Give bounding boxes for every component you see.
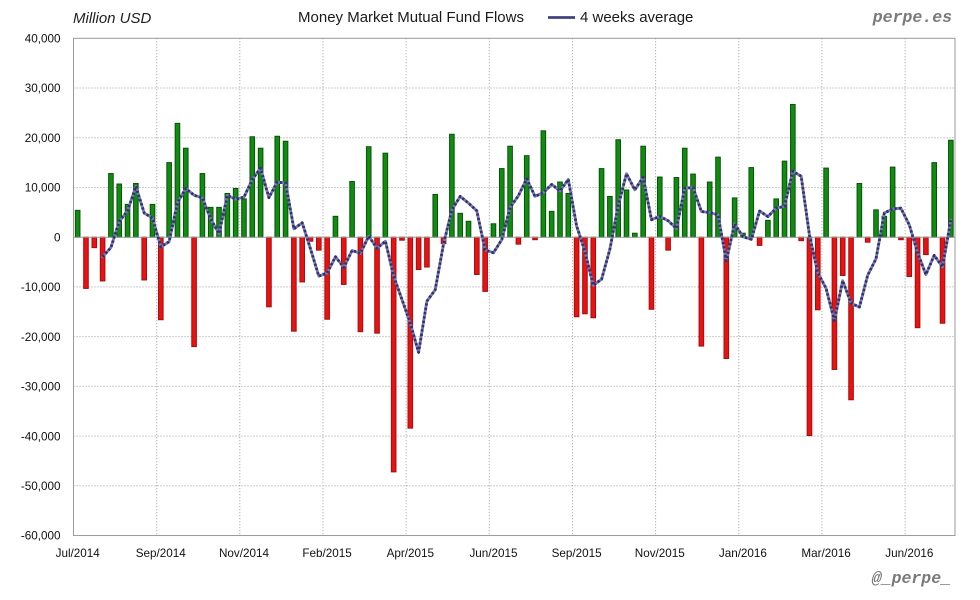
svg-text:-10,000: -10,000 bbox=[21, 281, 61, 294]
svg-text:Nov/2014: Nov/2014 bbox=[219, 547, 270, 560]
svg-text:-20,000: -20,000 bbox=[21, 331, 61, 344]
svg-text:Jul/2014: Jul/2014 bbox=[56, 547, 101, 560]
svg-text:30,000: 30,000 bbox=[25, 82, 61, 95]
svg-text:@_perpe_: @_perpe_ bbox=[872, 569, 951, 588]
svg-text:Sep/2015: Sep/2015 bbox=[552, 547, 603, 560]
svg-text:40,000: 40,000 bbox=[25, 33, 61, 46]
svg-text:4 weeks average: 4 weeks average bbox=[580, 9, 693, 26]
svg-text:Million USD: Million USD bbox=[73, 10, 152, 27]
svg-text:Mar/2016: Mar/2016 bbox=[801, 547, 850, 560]
svg-text:perpe.es: perpe.es bbox=[872, 8, 952, 27]
svg-text:-60,000: -60,000 bbox=[21, 530, 61, 543]
svg-text:-40,000: -40,000 bbox=[21, 430, 61, 443]
svg-text:Sep/2014: Sep/2014 bbox=[136, 547, 187, 560]
svg-text:Money Market Mutual Fund Flows: Money Market Mutual Fund Flows bbox=[298, 9, 524, 26]
svg-text:Jun/2016: Jun/2016 bbox=[885, 547, 933, 560]
svg-text:Nov/2015: Nov/2015 bbox=[635, 547, 686, 560]
svg-text:Apr/2015: Apr/2015 bbox=[387, 547, 435, 560]
svg-text:Jun/2015: Jun/2015 bbox=[469, 547, 518, 560]
svg-text:-30,000: -30,000 bbox=[21, 381, 61, 394]
svg-text:Feb/2015: Feb/2015 bbox=[302, 547, 352, 560]
svg-text:0: 0 bbox=[54, 231, 61, 244]
svg-text:-50,000: -50,000 bbox=[21, 480, 61, 493]
svg-text:10,000: 10,000 bbox=[25, 182, 61, 195]
svg-text:20,000: 20,000 bbox=[25, 132, 61, 145]
svg-text:Jan/2016: Jan/2016 bbox=[719, 547, 767, 560]
